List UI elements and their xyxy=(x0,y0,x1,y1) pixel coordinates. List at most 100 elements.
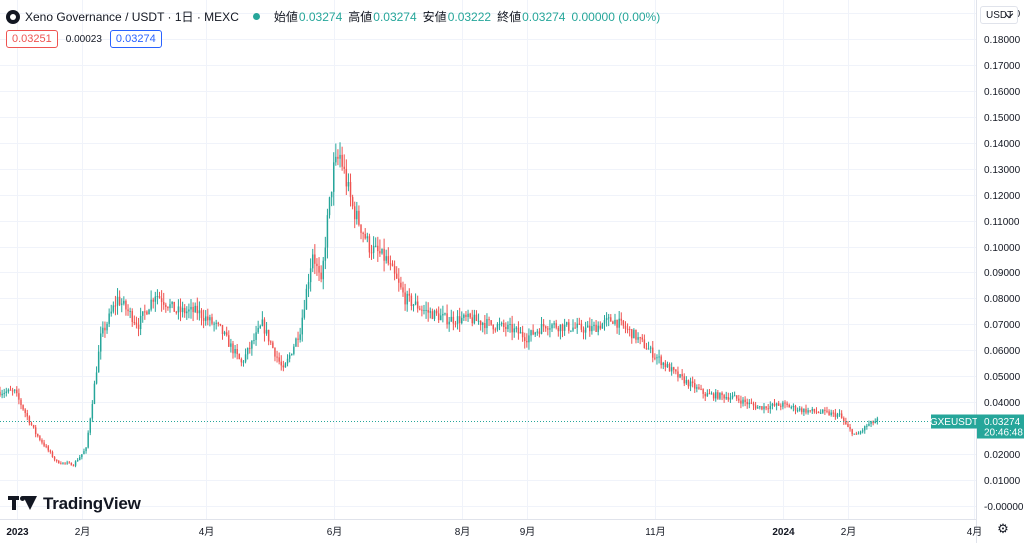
candle-body xyxy=(803,408,805,413)
candle-body xyxy=(339,154,341,159)
candle xyxy=(70,462,73,466)
y-tick-label: 0.05000 xyxy=(984,372,1021,383)
candle-body xyxy=(137,324,140,330)
candle xyxy=(482,321,484,333)
time-axis[interactable]: 2023 2月 4月 6月 8月 9月 11月 2024 2月 4月 xyxy=(6,526,982,538)
candle xyxy=(834,408,837,420)
candle-body xyxy=(815,411,818,413)
candle xyxy=(257,320,259,334)
candle xyxy=(272,340,274,349)
candle xyxy=(114,295,117,316)
candle-body xyxy=(503,323,505,327)
candle-body xyxy=(47,446,50,451)
candle xyxy=(139,307,142,336)
y-tick-label: 0.12000 xyxy=(984,191,1021,202)
candle-body xyxy=(353,206,356,220)
candle xyxy=(251,340,253,356)
chart-legend: Xeno Governance / USDT · 1日 · MEXC 始値 0.0… xyxy=(6,8,666,25)
candle-body xyxy=(162,302,165,305)
candle-body xyxy=(855,433,858,435)
candle-body xyxy=(391,263,394,267)
candle xyxy=(714,389,717,402)
candle xyxy=(276,350,278,363)
candle-body xyxy=(771,403,774,406)
candle xyxy=(788,403,790,408)
candle-body xyxy=(200,310,203,319)
x-tick-label: 2月 xyxy=(75,526,91,538)
candle xyxy=(129,307,131,319)
candle-body xyxy=(265,329,268,334)
sell-price-button[interactable]: 0.03251 xyxy=(6,30,58,48)
candle xyxy=(656,354,658,365)
candle-body xyxy=(857,433,860,435)
candle xyxy=(364,228,366,240)
candle-body xyxy=(154,296,157,302)
candle-body xyxy=(211,317,213,324)
candle-body xyxy=(356,210,358,220)
brand-name: TradingView xyxy=(43,494,141,513)
x-tick-label: 11月 xyxy=(645,526,665,538)
candle-body xyxy=(362,232,364,234)
candle xyxy=(332,152,335,206)
candle-body xyxy=(794,405,797,411)
candle xyxy=(307,273,310,298)
candle-body xyxy=(133,321,136,323)
candle xyxy=(299,327,301,343)
candle xyxy=(312,248,314,272)
candle xyxy=(83,448,85,455)
candle-body xyxy=(448,321,450,325)
candle-body xyxy=(102,327,104,334)
candle xyxy=(771,402,774,410)
candle-body xyxy=(108,313,110,324)
candle xyxy=(431,308,434,320)
candle xyxy=(97,345,100,373)
candle xyxy=(742,397,744,407)
candle xyxy=(68,461,70,464)
candle-body xyxy=(654,357,656,359)
candle xyxy=(660,354,662,369)
candle-body xyxy=(349,181,352,198)
tradingview-logo[interactable]: TradingView xyxy=(8,494,141,514)
buy-price-button[interactable]: 0.03274 xyxy=(109,30,162,48)
candle xyxy=(479,320,482,331)
candle xyxy=(270,340,272,346)
candles xyxy=(0,142,879,468)
candle xyxy=(647,341,650,350)
currency-selector[interactable]: USDT xyxy=(980,6,1018,24)
candle xyxy=(95,366,98,385)
candle xyxy=(523,332,526,349)
candle-body xyxy=(498,324,501,326)
candle xyxy=(230,338,232,353)
low-label: 安値 xyxy=(422,10,447,24)
candle-body xyxy=(643,339,646,348)
gear-icon[interactable]: ⚙ xyxy=(997,521,1009,536)
candle-body xyxy=(817,412,820,414)
candle xyxy=(377,236,379,262)
candle xyxy=(351,194,354,210)
candle-body xyxy=(188,309,190,312)
symbol-title[interactable]: Xeno Governance / USDT · 1日 · MEXC xyxy=(25,10,239,24)
x-tick-label: 6月 xyxy=(327,526,343,538)
candle xyxy=(593,321,595,331)
candle-body xyxy=(274,347,276,357)
candle-body xyxy=(3,393,5,395)
candle-body xyxy=(228,335,230,347)
candle-body xyxy=(788,404,790,408)
candle xyxy=(41,438,43,445)
candle-body xyxy=(230,343,232,347)
candle xyxy=(515,326,518,333)
y-tick-label: 0.11000 xyxy=(984,217,1020,228)
candle xyxy=(706,389,709,397)
candle-body xyxy=(824,409,826,411)
candle-body xyxy=(326,215,329,248)
candle xyxy=(538,328,541,338)
candle-body xyxy=(95,372,98,384)
candle xyxy=(183,304,186,318)
candle-body xyxy=(454,323,457,325)
candle xyxy=(255,325,257,346)
candle-body xyxy=(683,376,685,384)
candle xyxy=(492,324,494,334)
candle-body xyxy=(55,459,58,461)
candle xyxy=(22,404,24,411)
